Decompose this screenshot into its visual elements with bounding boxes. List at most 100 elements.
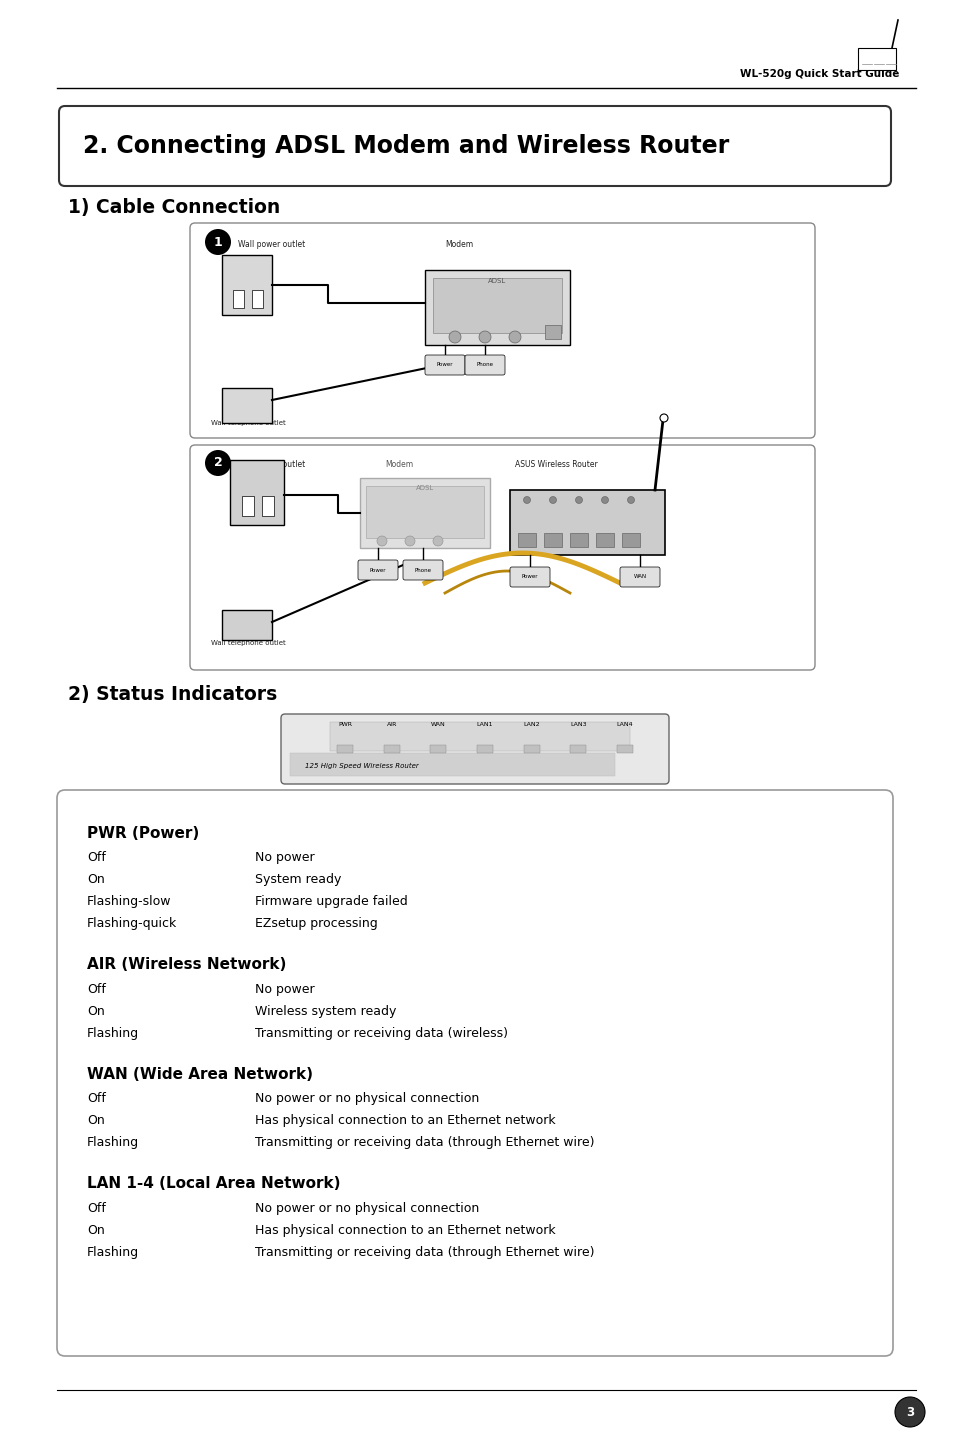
Circle shape bbox=[509, 331, 520, 343]
Circle shape bbox=[523, 497, 530, 504]
Text: ADSL: ADSL bbox=[416, 485, 434, 491]
Bar bbox=[242, 497, 253, 517]
Text: Power: Power bbox=[436, 362, 453, 368]
Bar bbox=[570, 746, 586, 753]
Circle shape bbox=[627, 497, 634, 504]
Bar bbox=[233, 290, 244, 308]
Bar bbox=[857, 49, 895, 70]
Bar bbox=[290, 753, 615, 776]
Bar bbox=[222, 388, 272, 424]
Bar bbox=[336, 746, 353, 753]
Text: Flashing-slow: Flashing-slow bbox=[87, 896, 172, 909]
Text: LAN2: LAN2 bbox=[523, 723, 539, 727]
Text: Off: Off bbox=[87, 983, 106, 996]
Text: AIR (Wireless Network): AIR (Wireless Network) bbox=[87, 957, 286, 973]
Text: AIR: AIR bbox=[386, 723, 396, 727]
Circle shape bbox=[449, 331, 460, 343]
Text: WAN: WAN bbox=[633, 574, 646, 580]
Circle shape bbox=[601, 497, 608, 504]
FancyBboxPatch shape bbox=[281, 714, 668, 784]
Circle shape bbox=[205, 229, 231, 255]
Bar bbox=[222, 255, 272, 315]
Text: Phone: Phone bbox=[476, 362, 493, 368]
Bar bbox=[476, 746, 493, 753]
Text: EZsetup processing: EZsetup processing bbox=[254, 917, 377, 930]
Circle shape bbox=[575, 497, 582, 504]
Text: 2. Connecting ADSL Modem and Wireless Router: 2. Connecting ADSL Modem and Wireless Ro… bbox=[83, 135, 728, 157]
Text: Off: Off bbox=[87, 1092, 106, 1105]
Circle shape bbox=[205, 449, 231, 477]
Bar bbox=[383, 746, 399, 753]
FancyBboxPatch shape bbox=[402, 560, 442, 580]
Text: Modem: Modem bbox=[444, 240, 473, 249]
FancyBboxPatch shape bbox=[59, 106, 890, 186]
Text: Flashing: Flashing bbox=[87, 1027, 139, 1040]
Text: No power or no physical connection: No power or no physical connection bbox=[254, 1202, 478, 1215]
Text: System ready: System ready bbox=[254, 873, 341, 886]
Bar bbox=[230, 459, 284, 525]
Text: Wall power outlet: Wall power outlet bbox=[237, 459, 305, 469]
Text: Power: Power bbox=[521, 574, 537, 580]
Circle shape bbox=[433, 537, 442, 547]
Bar bbox=[359, 478, 490, 548]
Text: Power: Power bbox=[370, 568, 386, 572]
Bar bbox=[517, 532, 536, 547]
Text: Flashing: Flashing bbox=[87, 1245, 139, 1259]
Text: Flashing: Flashing bbox=[87, 1136, 139, 1149]
FancyBboxPatch shape bbox=[190, 223, 814, 438]
Text: Transmitting or receiving data (through Ethernet wire): Transmitting or receiving data (through … bbox=[254, 1245, 594, 1259]
Circle shape bbox=[376, 537, 387, 547]
Bar bbox=[433, 278, 561, 333]
Text: WL-520g Quick Start Guide: WL-520g Quick Start Guide bbox=[740, 69, 899, 79]
Bar bbox=[544, 325, 560, 339]
Text: Flashing-quick: Flashing-quick bbox=[87, 917, 177, 930]
Text: LAN3: LAN3 bbox=[570, 723, 586, 727]
Text: On: On bbox=[87, 1224, 105, 1236]
Text: On: On bbox=[87, 873, 105, 886]
Text: Transmitting or receiving data (through Ethernet wire): Transmitting or receiving data (through … bbox=[254, 1136, 594, 1149]
Text: 1: 1 bbox=[213, 236, 222, 249]
Circle shape bbox=[659, 414, 667, 422]
Circle shape bbox=[478, 331, 491, 343]
Text: LAN4: LAN4 bbox=[616, 723, 633, 727]
FancyBboxPatch shape bbox=[464, 355, 504, 375]
Text: Wireless system ready: Wireless system ready bbox=[254, 1005, 395, 1017]
Bar bbox=[523, 746, 539, 753]
Text: 1) Cable Connection: 1) Cable Connection bbox=[68, 197, 280, 218]
Text: On: On bbox=[87, 1005, 105, 1017]
Text: Wall telephone outlet: Wall telephone outlet bbox=[211, 421, 285, 426]
Bar bbox=[543, 532, 561, 547]
Text: ADSL: ADSL bbox=[487, 278, 506, 283]
Text: Off: Off bbox=[87, 1202, 106, 1215]
Bar bbox=[569, 532, 587, 547]
Text: PWR (Power): PWR (Power) bbox=[87, 826, 199, 841]
Text: On: On bbox=[87, 1115, 105, 1128]
Bar bbox=[430, 746, 446, 753]
FancyBboxPatch shape bbox=[190, 445, 814, 670]
Text: 2) Status Indicators: 2) Status Indicators bbox=[68, 685, 277, 704]
Bar bbox=[621, 532, 639, 547]
Bar bbox=[596, 532, 614, 547]
Circle shape bbox=[549, 497, 556, 504]
Circle shape bbox=[405, 537, 415, 547]
Text: Firmware upgrade failed: Firmware upgrade failed bbox=[254, 896, 407, 909]
Text: Has physical connection to an Ethernet network: Has physical connection to an Ethernet n… bbox=[254, 1115, 555, 1128]
Text: Modem: Modem bbox=[385, 459, 413, 469]
Text: Phone: Phone bbox=[414, 568, 431, 572]
Circle shape bbox=[894, 1397, 924, 1427]
Bar bbox=[617, 746, 633, 753]
Text: 3: 3 bbox=[905, 1405, 913, 1418]
FancyBboxPatch shape bbox=[357, 560, 397, 580]
Text: Wall telephone outlet: Wall telephone outlet bbox=[211, 640, 285, 645]
Text: WAN: WAN bbox=[431, 723, 445, 727]
Text: LAN 1-4 (Local Area Network): LAN 1-4 (Local Area Network) bbox=[87, 1176, 340, 1191]
Bar bbox=[510, 489, 664, 555]
Bar bbox=[222, 610, 272, 640]
Text: 2: 2 bbox=[213, 456, 222, 469]
Bar bbox=[252, 290, 263, 308]
Bar bbox=[366, 487, 483, 538]
Bar bbox=[262, 497, 274, 517]
Text: ASUS Wireless Router: ASUS Wireless Router bbox=[515, 459, 598, 469]
Text: No power: No power bbox=[254, 983, 314, 996]
Text: 125 High Speed Wireless Router: 125 High Speed Wireless Router bbox=[305, 763, 418, 768]
